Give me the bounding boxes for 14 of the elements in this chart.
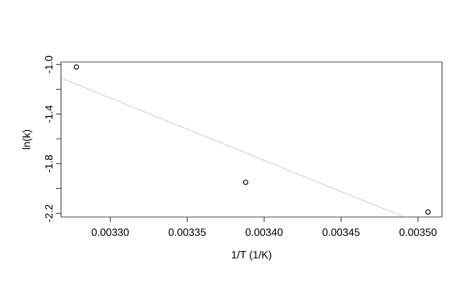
x-tick-label: 0.00335 — [168, 228, 206, 236]
point — [243, 180, 248, 185]
y-tick-label: -1.4 — [45, 105, 52, 123]
x-tick-label: 0.00330 — [92, 228, 129, 236]
y-tick-label: -1.8 — [45, 155, 52, 172]
point — [425, 209, 431, 215]
x-tick-label: 0.00350 — [400, 228, 436, 236]
x-tick-label: 0.00345 — [322, 228, 360, 236]
y-tick-label: -2.2 — [45, 204, 52, 222]
x-axis-title: 1/T (1/K) — [232, 250, 272, 261]
point — [74, 64, 80, 70]
x-tick-label: 0.00340 — [246, 228, 283, 236]
y-axis-title: ln(k) — [22, 130, 32, 149]
y-tick-label: -1.0 — [45, 56, 52, 74]
